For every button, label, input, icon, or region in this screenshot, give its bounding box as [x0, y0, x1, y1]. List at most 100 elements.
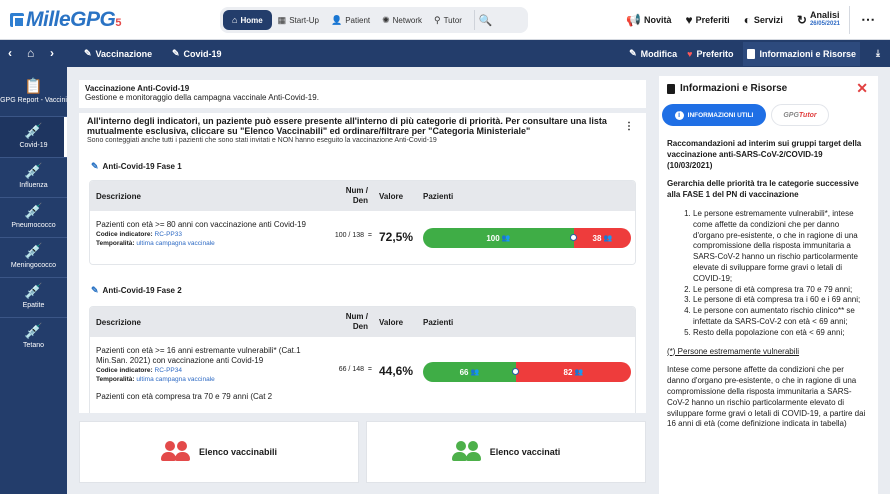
temporalita-link[interactable]: ultima campagna vaccinale — [136, 376, 215, 383]
sidebar-item-pneumococco[interactable]: 💉 Pneumococco — [11, 203, 56, 230]
syringe-icon: ✎ — [91, 161, 99, 171]
more-menu-icon[interactable]: ⋯ — [861, 11, 876, 27]
servizi-button[interactable]: ◐ Servizi — [743, 13, 783, 27]
nav-patient[interactable]: 👤 Patient — [330, 14, 371, 25]
pin-icon: ✎ — [172, 48, 180, 58]
list-item: Le persone con aumentato rischio clinico… — [693, 306, 867, 328]
priority-list: Le persone estremamente vulnerabili*, in… — [667, 209, 867, 339]
indicator-code-link[interactable]: RC-PP33 — [154, 231, 182, 238]
millegpg-logo[interactable]: MilleGPG5 — [10, 8, 121, 32]
list-item: Le persone di età compresa tra i 60 e i … — [693, 295, 867, 306]
sidebar-item-covid[interactable]: 💉 Covid-19 — [0, 117, 67, 157]
panel-heading: Raccomandazioni ad interim sui gruppi ta… — [667, 139, 862, 170]
sidebar-item-tetano[interactable]: 💉 Tetano — [22, 323, 45, 350]
page-header: Vaccinazione Anti-Covid-19 Gestione e mo… — [79, 80, 646, 108]
forward-arrow-icon[interactable]: › — [50, 46, 54, 60]
preferiti-button[interactable]: ♥ Preferiti — [685, 13, 730, 27]
footnote-text: Intese come persone affette da condizion… — [667, 365, 866, 429]
preferito-button[interactable]: ♥ Preferito — [687, 48, 734, 59]
top-bar: MilleGPG5 ⌂ Home ▦ Start-Up 👤 Patient ✺ Netw… — [0, 0, 890, 40]
table-header: Descrizione Num / Den Valore Pazienti — [90, 307, 635, 337]
table-row[interactable]: Pazienti con età >= 80 anni con vaccinaz… — [90, 211, 635, 264]
list-item: Resto della popolazione con età < 69 ann… — [693, 328, 867, 339]
panel-subheading: Gerarchia delle priorità tra le categori… — [667, 179, 859, 200]
people-icon — [451, 441, 482, 463]
network-icon: ✺ — [382, 14, 390, 25]
divider — [0, 157, 67, 158]
breadcrumb-vaccinazione[interactable]: ✎ Vaccinazione — [84, 48, 153, 59]
pin-icon: ✎ — [84, 48, 92, 58]
sidebar-item-epatite[interactable]: 💉 Epatite — [22, 283, 45, 310]
panel-title: Informazioni e Risorse — [667, 83, 787, 94]
unvaccinated-segment[interactable]: 38 👥 — [573, 228, 631, 248]
sidebar-item-influenza[interactable]: 💉 Influenza — [19, 163, 48, 190]
people-icon: 👥 — [501, 235, 511, 242]
table-header: Descrizione Num / Den Valore Pazienti — [90, 181, 635, 211]
modifica-button[interactable]: ✎ Modifica — [629, 48, 678, 59]
phase-title: ✎ Anti-Covid-19 Fase 2 — [91, 285, 182, 295]
back-arrow-icon[interactable]: ‹ — [8, 46, 12, 60]
main-nav: ⌂ Home ▦ Start-Up 👤 Patient ✺ Network ⚲ Tutor… — [220, 7, 528, 33]
book-icon — [747, 48, 756, 59]
heart-icon: ♥ — [687, 48, 693, 59]
divider — [0, 317, 67, 318]
indicator-description: Pazienti con età >= 16 anni estremante v… — [96, 346, 306, 402]
indicator-table: Descrizione Num / Den Valore Pazienti Paz… — [89, 180, 636, 265]
download-icon[interactable]: ⤓ — [876, 48, 880, 58]
nav-startup[interactable]: ▦ Start-Up — [277, 14, 319, 25]
page-subtitle: Gestione e monitoraggio della campagna v… — [85, 93, 319, 102]
close-icon[interactable]: ✕ — [856, 80, 868, 96]
elenco-vaccinabili-button[interactable]: Elenco vaccinabili — [79, 421, 359, 483]
column-header-valore: Valore — [379, 318, 404, 327]
search-button[interactable]: 🔍 — [473, 10, 496, 30]
sidebar-item-meningococco[interactable]: 💉 Meningococco — [10, 243, 57, 270]
column-header-pazienti: Pazienti — [423, 192, 454, 201]
indicators-panel: All'interno degli indicatori, un pazient… — [79, 113, 646, 413]
column-header-valore: Valore — [379, 192, 404, 201]
patients-bar[interactable]: 66 👥 82 👥 — [423, 362, 631, 382]
top-actions: 📢 Novità ♥ Preferiti ◐ Servizi ↻ Analisi 26/… — [626, 0, 840, 40]
bar-marker — [511, 368, 519, 375]
temporalita-link[interactable]: ultima campagna vaccinale — [136, 240, 215, 247]
analisi-button[interactable]: ↻ Analisi 26/05/2021 — [796, 10, 840, 28]
elenco-vaccinabili-label: Elenco vaccinabili — [198, 447, 278, 457]
table-row[interactable]: Pazienti con età >= 16 anni estremante v… — [90, 337, 635, 413]
people-icon: 👥 — [574, 369, 584, 376]
syringe-icon: 💉 — [24, 323, 43, 340]
column-header-num-den: Num / Den — [345, 186, 368, 205]
nav-home[interactable]: ⌂ Home — [223, 10, 272, 30]
patients-bar[interactable]: 100 👥 38 👥 — [423, 228, 631, 248]
divider — [0, 237, 67, 238]
people-icon: 👥 — [603, 235, 613, 242]
tab-informazioni-utili[interactable]: i INFORMAZIONI UTILI — [662, 104, 766, 126]
indicator-code-link[interactable]: RC-PP34 — [154, 367, 182, 374]
nav-tutor[interactable]: ⚲ Tutor — [434, 14, 462, 25]
people-icon: 👥 — [470, 369, 480, 376]
footnote-heading: (*) Persone estremamente vulnerabili — [667, 346, 800, 356]
home-icon: ⌂ — [232, 15, 238, 25]
novita-button[interactable]: 📢 Novità — [626, 13, 672, 27]
kebab-menu-icon[interactable]: ⋮ — [624, 121, 634, 132]
indicator-table: Descrizione Num / Den Valore Pazienti Paz… — [89, 306, 636, 413]
num-den-ratio: 66 / 148 = — [338, 366, 372, 373]
vaccinated-segment[interactable]: 66 👥 — [423, 362, 516, 382]
indicator-description-next: Pazienti con età compresa tra 70 e 79 an… — [96, 392, 273, 401]
info-risorse-button[interactable]: Informazioni e Risorse — [743, 41, 861, 66]
indicators-note: Sono conteggiati anche tutti i pazienti … — [87, 137, 437, 144]
divider — [0, 197, 67, 198]
breadcrumb-covid[interactable]: ✎ Covid-19 — [172, 48, 222, 59]
divider — [0, 116, 67, 117]
column-header-descrizione: Descrizione — [96, 192, 141, 201]
syringe-icon: 💉 — [24, 283, 43, 300]
bar-marker — [569, 234, 577, 241]
nav-network[interactable]: ✺ Network — [382, 14, 422, 25]
elenco-vaccinati-button[interactable]: Elenco vaccinati — [366, 421, 646, 483]
vaccinated-segment[interactable]: 100 👥 — [423, 228, 574, 248]
sidebar-item-gpg-report[interactable]: 📋 GPG Report - Vaccini — [0, 78, 67, 105]
people-icon — [160, 441, 191, 463]
unvaccinated-segment[interactable]: 82 👥 — [515, 362, 631, 382]
syringe-icon: ✎ — [91, 285, 99, 295]
home-icon[interactable]: ⌂ — [27, 46, 35, 60]
syringe-icon: 💉 — [24, 203, 43, 220]
tab-gpg-tutor[interactable]: GPG Tutor — [771, 104, 829, 126]
